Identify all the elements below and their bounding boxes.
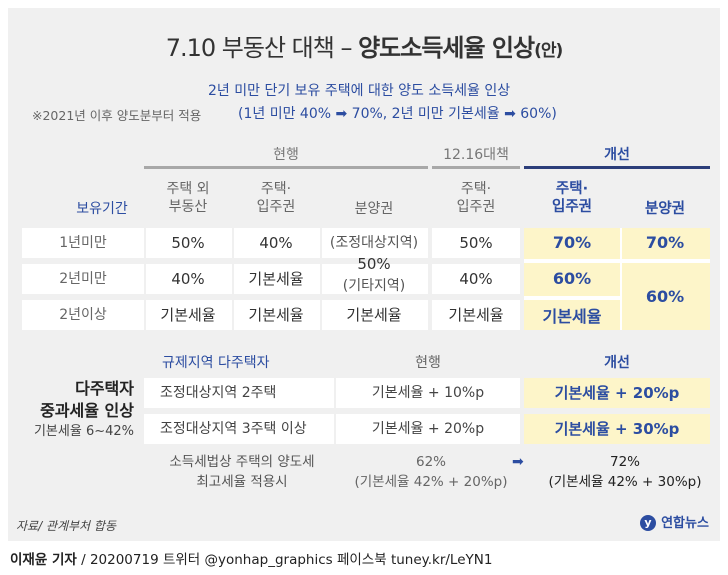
heavy-tax-subtitle: 기본세율 6~42% (33, 424, 134, 439)
col-sep (428, 228, 432, 330)
header-new-bunyang: 분양권 (644, 201, 686, 217)
new-bunyang-merged: 60% (645, 287, 685, 306)
credit-author: 이재윤 기자 (10, 552, 77, 568)
yonhap-logo-text: 연합뉴스 (661, 516, 709, 531)
sec2-row1-current: 기본세율 + 10%p (336, 378, 520, 408)
subtitle-1: 2년 미만 단기 보유 주택에 대한 양도 소득세율 인상 (208, 83, 511, 99)
max-tax-current: 62% (기본세율 42% + 20%p) (338, 452, 524, 492)
row-bg-2 (22, 264, 520, 294)
max-tax-label-1: 소득세법상 주택의 양도세 (169, 454, 315, 470)
note-text: ※2021년 이후 양도분부터 적용 (32, 108, 202, 123)
row1-period: 1년미만 (59, 235, 107, 251)
row3-new-house: 기본세율 (542, 307, 602, 326)
arrow-icon: ➡ (512, 454, 524, 470)
row3-bunyang: 기본세율 (346, 306, 402, 324)
sec2-row2-improve: 기본세율 + 30%p (524, 414, 710, 444)
row-bg-1 (22, 228, 520, 258)
bunyang-merged-value: 50% (357, 255, 391, 273)
yellow-sep (524, 296, 620, 300)
header-period: 보유기간 (76, 201, 128, 217)
max-tax-new-2: (기본세율 42% + 30%p) (548, 474, 702, 490)
header-house: 주택· 입주권 (256, 181, 296, 215)
yellow-sep (620, 228, 622, 330)
row1-other: 50% (171, 234, 205, 252)
group-1216-label: 12.16대책 (443, 147, 509, 163)
title-main: 7.10 부동산 대책 – (165, 34, 359, 62)
heavy-tax-title-1: 다주택자 (75, 379, 134, 398)
sec2-row1-label: 조정대상지역 2주택 (144, 378, 334, 408)
row1-bunyang: (조정대상지역) (329, 235, 419, 251)
row2-new-house: 60% (552, 269, 592, 288)
header-new-house: 주택· 입주권 (551, 181, 593, 215)
title-bold: 양도소득세율 인상 (358, 34, 535, 62)
sec2-head-improve: 개선 (604, 355, 630, 371)
bunyang-merged-note: (기타지역) (342, 278, 406, 294)
subtitle-2: (1년 미만 40% ➡ 70%, 2년 미만 기본세율 ➡ 60%) (238, 106, 557, 122)
row2-period: 2년미만 (59, 271, 107, 287)
col-sep (320, 228, 322, 330)
heavy-tax-title-2: 중과세율 인상 (40, 401, 134, 420)
group-current-rule (144, 166, 428, 169)
header-bunyang: 분양권 (354, 201, 394, 217)
col-sep (232, 228, 234, 330)
max-tax-new: 72% (기본세율 42% + 30%p) (532, 452, 718, 492)
row1-new-house: 70% (552, 233, 592, 252)
sec2-row2-label: 조정대상지역 3주택 이상 (144, 414, 334, 444)
row2-house-1216: 40% (459, 270, 493, 288)
improve-highlight (524, 228, 710, 330)
row2-other: 40% (171, 270, 205, 288)
group-current-label: 현행 (273, 147, 299, 163)
max-tax-current-1: 62% (415, 454, 446, 470)
title-suffix: (안) (534, 41, 563, 61)
heavy-tax-title: 다주택자 중과세율 인상 기본세율 6~42% (14, 378, 134, 442)
sec2-row1-improve: 기본세율 + 20%p (524, 378, 710, 408)
max-tax-current-2: (기본세율 42% + 20%p) (354, 474, 508, 490)
row1-house-1216: 50% (459, 234, 493, 252)
row-bg-3 (22, 300, 520, 330)
max-tax-label-2: 최고세율 적용시 (196, 474, 288, 490)
header-other: 주택 외 부동산 (166, 181, 210, 215)
row3-house: 기본세율 (248, 306, 304, 324)
row1-new-bunyang: 70% (645, 233, 685, 252)
row3-house-1216: 기본세율 (448, 306, 504, 324)
source-note: 자료/ 관계부처 합동 (16, 519, 116, 533)
group-improve-rule (524, 166, 710, 169)
credit-line: 이재윤 기자 / 20200719 트위터 @yonhap_graphics 페… (10, 548, 492, 568)
max-tax-label: 소득세법상 주택의 양도세 최고세율 적용시 (144, 452, 340, 492)
infographic-panel: 7.10 부동산 대책 – 양도소득세율 인상(안) 2년 미만 단기 보유 주… (8, 8, 720, 541)
max-tax-new-1: 72% (609, 454, 640, 470)
yellow-sep (524, 259, 710, 263)
row3-other: 기본세율 (160, 306, 216, 324)
yonhap-logo-icon: y (640, 514, 656, 531)
row2-house: 기본세율 (248, 270, 304, 288)
sec2-head-current: 현행 (415, 355, 441, 371)
header-house-1216: 주택· 입주권 (456, 181, 496, 215)
row3-period: 2년이상 (59, 307, 107, 323)
col-sep (144, 228, 146, 330)
page-title: 7.10 부동산 대책 – 양도소득세율 인상(안) (8, 28, 720, 63)
sec2-head-region: 규제지역 다주택자 (162, 355, 270, 371)
sec2-row2-current: 기본세율 + 20%p (336, 414, 520, 444)
group-1216-rule (432, 166, 520, 169)
row1-house: 40% (259, 234, 293, 252)
yonhap-logo: y 연합뉴스 (640, 512, 714, 534)
credit-rest: / 20200719 트위터 @yonhap_graphics 페이스북 tun… (76, 552, 493, 568)
group-improve-label: 개선 (604, 147, 630, 163)
